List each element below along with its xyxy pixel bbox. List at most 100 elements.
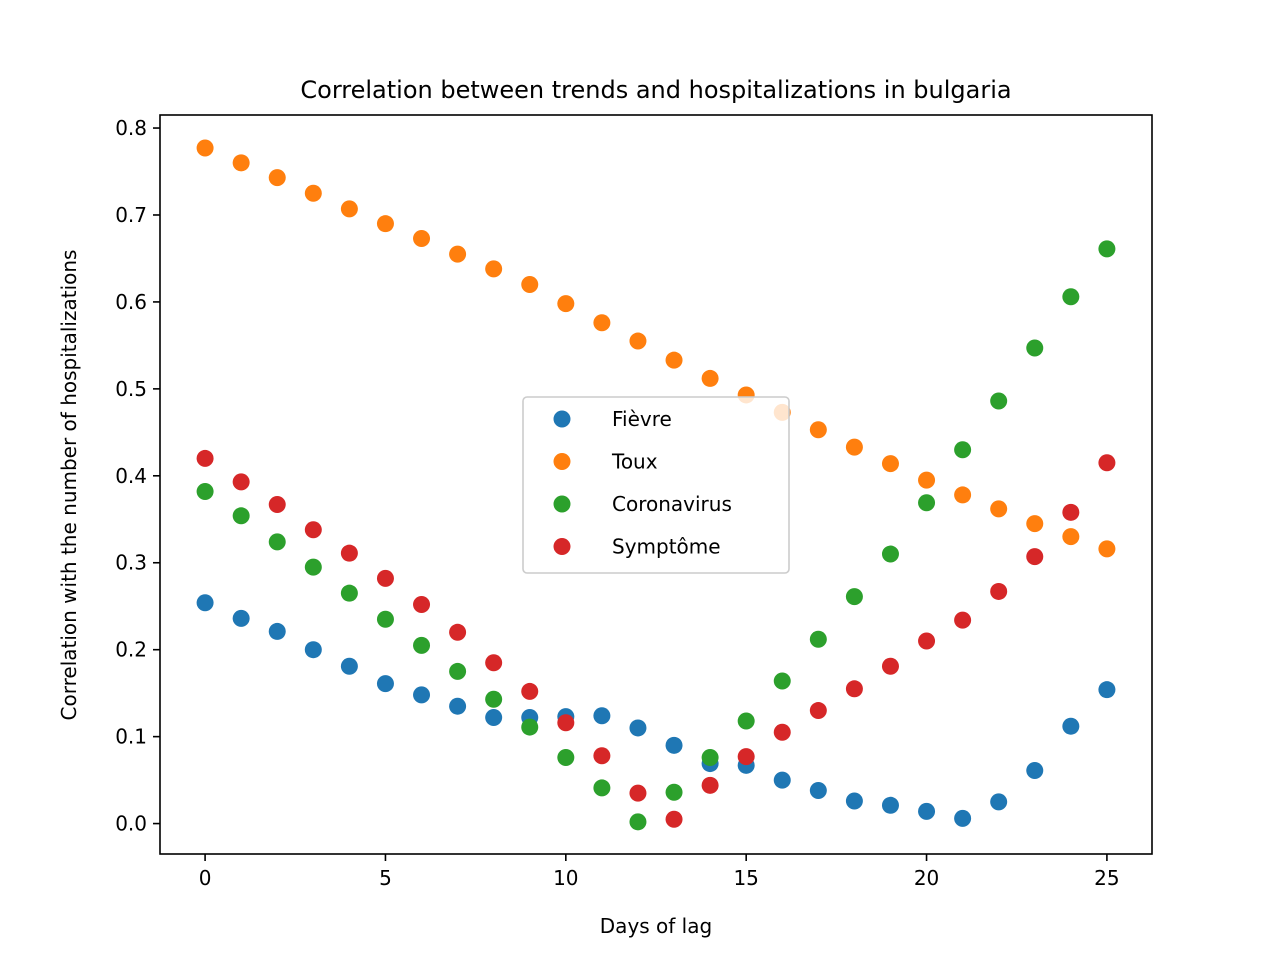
- data-point: [413, 229, 431, 247]
- data-point: [304, 521, 322, 539]
- plot-area-frame: [159, 114, 1153, 855]
- data-point: [990, 392, 1008, 410]
- data-point: [918, 471, 936, 489]
- chart-title: Correlation between trends and hospitali…: [300, 76, 1011, 104]
- data-point: [557, 295, 575, 313]
- data-point: [1098, 240, 1116, 258]
- data-point: [196, 449, 214, 467]
- x-tick-label: 5: [379, 866, 392, 890]
- legend-label: Coronavirus: [612, 492, 732, 516]
- data-point: [990, 500, 1008, 518]
- legend-marker: [553, 410, 571, 428]
- y-tick-label: 0.2: [115, 638, 147, 662]
- data-point: [485, 709, 503, 726]
- data-point: [196, 594, 214, 612]
- x-tick-label: 10: [553, 866, 578, 890]
- data-point: [773, 771, 791, 789]
- data-point: [340, 200, 358, 218]
- data-point: [268, 496, 286, 513]
- x-tick-label: 15: [733, 866, 758, 890]
- data-point: [809, 702, 827, 720]
- data-point: [449, 245, 467, 263]
- data-point: [954, 486, 972, 504]
- data-point: [773, 672, 791, 690]
- data-point: [232, 507, 250, 525]
- data-point: [376, 675, 394, 693]
- data-point: [809, 782, 827, 800]
- data-point: [1062, 528, 1080, 546]
- y-tick-label: 0.5: [115, 377, 147, 401]
- data-point: [304, 184, 322, 202]
- data-point: [449, 623, 467, 641]
- data-point: [737, 712, 755, 730]
- series-3-points: [196, 449, 1116, 828]
- data-point: [629, 332, 647, 350]
- data-point: [232, 609, 250, 627]
- data-point: [918, 632, 936, 650]
- data-point: [413, 595, 431, 613]
- y-tick-label: 0.0: [115, 812, 147, 836]
- legend-label: Toux: [611, 450, 658, 474]
- data-point: [881, 657, 899, 675]
- series-0-points: [196, 594, 1116, 827]
- data-point: [413, 686, 431, 704]
- data-point: [1026, 548, 1044, 566]
- data-point: [845, 438, 863, 456]
- data-point: [593, 747, 611, 765]
- data-point: [449, 662, 467, 680]
- data-point: [737, 748, 755, 766]
- data-point: [845, 588, 863, 606]
- y-tick-label: 0.3: [115, 551, 147, 575]
- y-tick-label: 0.8: [115, 116, 147, 140]
- data-point: [376, 569, 394, 587]
- data-point: [413, 636, 431, 654]
- y-tick-label: 0.7: [115, 203, 147, 227]
- data-point: [809, 630, 827, 648]
- data-point: [593, 779, 611, 797]
- series-2-points: [196, 240, 1116, 831]
- data-point: [1098, 540, 1116, 558]
- legend-marker: [553, 538, 571, 555]
- data-point: [629, 719, 647, 737]
- y-axis-title: Correlation with the number of hospitali…: [57, 250, 81, 721]
- x-tick-label: 20: [914, 866, 939, 890]
- data-point: [918, 494, 936, 512]
- data-point: [485, 654, 503, 672]
- data-point: [340, 657, 358, 675]
- data-point: [665, 810, 683, 828]
- data-point: [232, 473, 250, 491]
- data-point: [449, 697, 467, 715]
- data-point: [376, 215, 394, 233]
- data-point: [954, 611, 972, 629]
- data-point: [557, 749, 575, 766]
- data-point: [485, 260, 503, 278]
- data-point: [196, 139, 214, 157]
- legend: Fièvre Toux Coronavirus Symptôme: [522, 396, 790, 574]
- x-tick-label: 25: [1094, 866, 1119, 890]
- data-point: [845, 792, 863, 810]
- data-point: [1098, 681, 1116, 699]
- data-point: [593, 314, 611, 332]
- y-tick-label: 0.6: [115, 290, 147, 314]
- data-point: [845, 680, 863, 698]
- data-point: [629, 784, 647, 802]
- data-point: [701, 749, 719, 766]
- y-axis: 0.0 0.1 0.2 0.3 0.4 0.5 0.6 0.7 0.8: [115, 116, 160, 836]
- data-point: [701, 369, 719, 387]
- data-point: [665, 351, 683, 369]
- x-axis-title: Days of lag: [600, 914, 712, 938]
- legend-label: Symptôme: [612, 535, 721, 559]
- y-tick-label: 0.1: [115, 725, 147, 749]
- data-point: [1062, 503, 1080, 521]
- data-point: [629, 813, 647, 831]
- data-point: [954, 441, 972, 459]
- data-point: [881, 455, 899, 473]
- data-point: [701, 776, 719, 794]
- data-point: [1098, 454, 1116, 472]
- data-point: [196, 482, 214, 500]
- legend-marker: [553, 495, 571, 513]
- data-point: [881, 796, 899, 814]
- data-point: [521, 276, 539, 294]
- data-point: [268, 533, 286, 551]
